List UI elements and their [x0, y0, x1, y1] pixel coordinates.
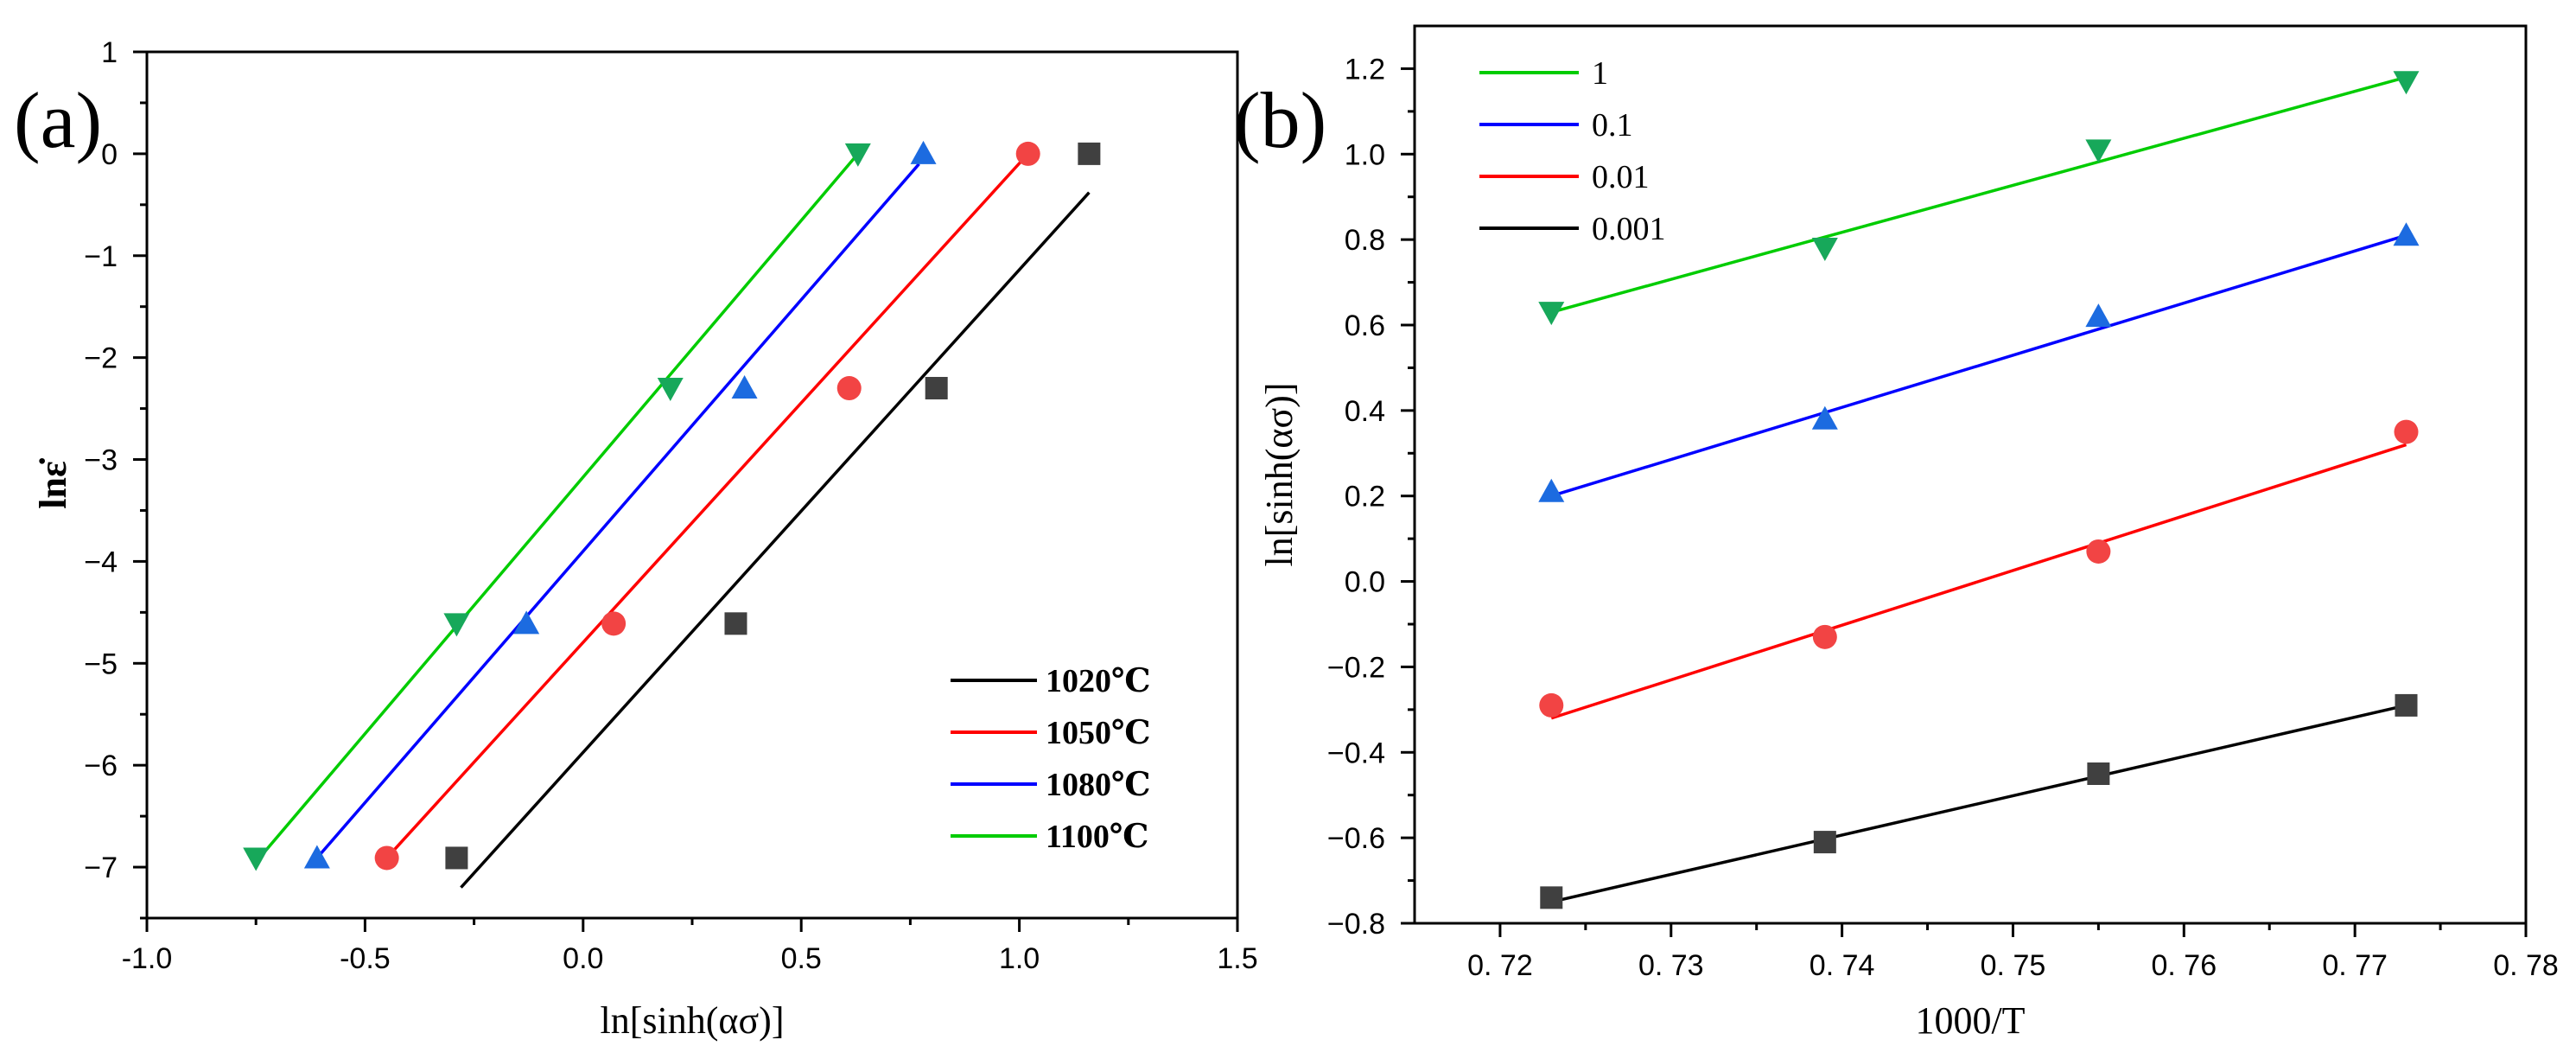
panel-a-data-point: [925, 377, 948, 400]
panel-b-legend: 1 0.1 0.01 0.001: [1479, 55, 1666, 247]
panel-a-legend-label: 1100℃: [1046, 819, 1148, 855]
panel-a-x-tick-label: 1.5: [1217, 942, 1257, 975]
panel-a-x-tick-label: 0.0: [563, 942, 603, 975]
panel-b-fit-line-0: [1550, 75, 2407, 314]
panel-a-y-tick-label: −4: [84, 545, 118, 578]
panel-a-y-tick-label: 0: [101, 138, 118, 171]
panel-b-data-point: [2394, 419, 2419, 444]
panel-a-legend: 1020℃ 1050℃ 1080℃ 1100℃: [951, 663, 1151, 855]
panel-b-y-tick-label: −0.4: [1327, 737, 1385, 769]
panel-a-y-axis-label: lnε̇: [32, 457, 74, 508]
panel-b-fit-line-1: [1550, 233, 2407, 498]
panel-b-x-tick-label: 0. 74: [1810, 949, 1875, 982]
panel-a-data-point: [601, 611, 627, 636]
panel-a-y-tick-label: −2: [84, 342, 118, 375]
panel-b-data-point: [2395, 693, 2418, 717]
panel-a-data-point: [513, 610, 540, 635]
panel-a-y-tick-label: −6: [84, 750, 118, 782]
panel-b-y-tick-label: −0.6: [1327, 822, 1385, 855]
panel-b-y-tick-label: 0.2: [1345, 481, 1385, 514]
panel-a-data-point: [657, 378, 684, 402]
panel-a-x-tick-label: -0.5: [340, 942, 391, 975]
panel-b-data-point: [2087, 762, 2110, 785]
panel-a-data-point: [445, 846, 468, 870]
panel-a-chart: -1.0 -0.5 0.0 0.5 1.0 1.5 −7 −6 −5 −4 −3 −2 −1 0 1 1020…: [14, 36, 1258, 1042]
panel-a-data-point: [1015, 141, 1040, 166]
panel-a-data-point: [910, 140, 937, 164]
panel-a-fit-line-3: [254, 152, 860, 864]
panel-b-x-tick-label: 0. 75: [1981, 949, 2046, 982]
panel-b-y-tick-label: 0.8: [1345, 224, 1385, 257]
panel-a-fit-line-1: [385, 152, 1029, 859]
panel-a-data-point: [844, 143, 871, 167]
panel-a-x-tick-label: 1.0: [999, 942, 1040, 975]
panel-a-y-tick-label: −1: [84, 240, 118, 273]
panel-b-x-tick-label: 0. 76: [2151, 949, 2217, 982]
panel-a-panel-label: (a): [14, 76, 102, 164]
panel-a-fit-line-2: [315, 163, 920, 859]
panel-b-legend-label: 0.01: [1592, 159, 1650, 195]
panel-b-legend-label: 0.001: [1592, 211, 1666, 247]
panel-a-y-tick-label: 1: [101, 36, 118, 69]
panel-a-x-tick-label: -1.0: [122, 942, 173, 975]
panel-b-y-axis-label: ln[sinh(ασ)]: [1258, 383, 1301, 567]
panel-b-data-point: [1811, 238, 1838, 262]
panel-b-data-point: [2393, 222, 2420, 246]
panel-a-data-point: [443, 613, 470, 637]
panel-b-x-tick-label: 0. 78: [2493, 949, 2559, 982]
panel-b-data-point: [1538, 478, 1565, 502]
panel-b-x-tick-label: 0. 72: [1467, 949, 1533, 982]
panel-a-legend-label: 1080℃: [1046, 767, 1151, 803]
panel-a-fit-line-0: [460, 191, 1091, 889]
panel-a-data-point: [836, 376, 862, 401]
panel-a-y-tick-label: −3: [84, 444, 118, 477]
panel-b-x-tick-label: 0. 73: [1638, 949, 1704, 982]
panel-a-data-point: [374, 845, 399, 871]
panel-b-fit-line-2: [1550, 443, 2407, 720]
panel-b-y-tick-label: −0.2: [1327, 651, 1385, 684]
panel-a-x-axis-label: ln[sinh(ασ)]: [601, 999, 785, 1042]
panel-a-data-point: [724, 612, 747, 635]
panel-b-y-tick-label: 0.6: [1345, 309, 1385, 342]
panel-b-data-point: [2085, 139, 2112, 163]
panel-a-y-tick-label: −7: [84, 852, 118, 884]
panel-a-y-tick-label: −5: [84, 648, 118, 680]
panel-b-data-point: [1539, 692, 1564, 718]
panel-a-data-point: [243, 847, 270, 871]
panel-b-x-tick-label: 0. 77: [2322, 949, 2388, 982]
panel-b-data-point: [1538, 302, 1565, 326]
panel-b-legend-label: 0.1: [1592, 107, 1633, 144]
panel-b-data-point: [1812, 624, 1837, 649]
panel-b-y-tick-label: 0.4: [1345, 395, 1385, 428]
panel-b-fit-line-3: [1550, 704, 2407, 903]
panel-a-data-point: [303, 845, 330, 869]
panel-b-data-point: [2393, 71, 2420, 95]
panel-b-y-tick-label: 0.0: [1345, 566, 1385, 599]
panel-b-panel-label: (b): [1234, 76, 1326, 164]
panel-b-data-point: [1811, 405, 1838, 430]
panel-a-legend-label: 1050℃: [1046, 715, 1151, 751]
panel-b-x-axis-label: 1000/T: [1915, 999, 2025, 1042]
panel-b-legend-label: 1: [1592, 55, 1608, 92]
panel-b-y-tick-label: 1.0: [1345, 138, 1385, 171]
panel-a-legend-label: 1020℃: [1046, 663, 1151, 699]
panel-b-y-tick-label: −0.8: [1327, 908, 1385, 941]
panel-a-data-point: [1078, 142, 1101, 165]
panel-b-data-point: [2086, 539, 2111, 564]
panel-b-axes-frame: [1413, 24, 2528, 925]
panel-b-data-point: [1540, 886, 1563, 909]
panel-a-data-point: [731, 375, 758, 399]
panel-b-y-tick-label: 1.2: [1345, 53, 1385, 86]
panel-b-chart: 0. 72 0. 73 0. 74 0. 75 0. 76 0. 77 0. 78 −0.8 −…: [1234, 24, 2559, 1042]
panel-b-data-point: [2085, 303, 2112, 328]
panel-a-x-tick-label: 0.5: [781, 942, 822, 975]
panel-b-data-point: [1813, 831, 1836, 854]
